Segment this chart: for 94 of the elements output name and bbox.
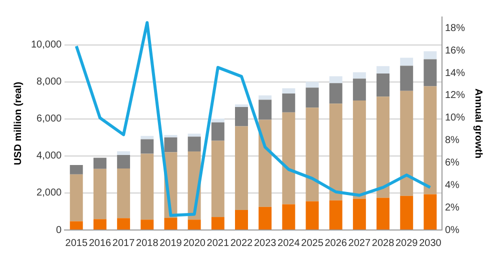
bar: [282, 112, 296, 204]
y2-tick-label: 12%: [444, 90, 466, 102]
bar: [282, 88, 296, 94]
bar: [93, 168, 106, 220]
bar: [188, 136, 201, 152]
bar: [376, 96, 390, 198]
x-tick-label: 2017: [112, 238, 136, 249]
bar: [352, 100, 366, 199]
bar: [164, 137, 178, 152]
bar: [258, 120, 272, 207]
y-axis-title: USD million (real): [12, 82, 24, 166]
x-tick-label: 2029: [395, 238, 418, 249]
bar: [329, 76, 342, 84]
x-tick-label: 2020: [183, 238, 206, 249]
bar: [235, 210, 248, 230]
bar: [188, 134, 201, 137]
bar: [235, 104, 248, 108]
bar: [117, 154, 130, 169]
y-tick-label: 0: [56, 224, 62, 236]
x-tick-label: 2018: [136, 238, 159, 249]
y2-tick-label: 10%: [444, 112, 466, 124]
y2-tick-label: 14%: [444, 68, 466, 79]
bar: [306, 82, 319, 88]
bar: [117, 151, 130, 155]
bar: [258, 206, 272, 230]
x-tick-label: 2015: [65, 238, 88, 249]
bar: [70, 221, 83, 230]
x-tick-label: 2023: [254, 238, 277, 249]
x-tick-label: 2027: [348, 238, 371, 249]
y-tick-label: 6,000: [36, 114, 62, 125]
y2-tick-label: 2%: [444, 202, 460, 214]
bar: [306, 108, 319, 202]
bar: [140, 139, 154, 154]
x-tick-label: 2022: [230, 238, 254, 249]
bar: [400, 58, 414, 66]
x-tick-label: 2028: [372, 238, 395, 249]
bar: [400, 66, 414, 91]
x-tick-label: 2021: [206, 238, 230, 249]
bar: [140, 220, 154, 230]
bar: [117, 218, 130, 230]
bar: [211, 118, 224, 122]
bar: [211, 122, 224, 141]
bar: [188, 220, 201, 230]
bar: [211, 217, 224, 230]
x-tick-label: 2025: [301, 238, 324, 249]
bar: [235, 107, 248, 126]
bar: [140, 136, 154, 140]
bar: [211, 140, 224, 218]
bar: [352, 72, 366, 79]
bar: [352, 198, 366, 230]
bar: [376, 73, 390, 97]
bar: [306, 201, 319, 230]
y2-tick-label: 6%: [444, 157, 460, 168]
bar: [400, 196, 414, 230]
bar: [376, 198, 390, 230]
x-tick-label: 2016: [88, 238, 112, 249]
y-tick-label: 4,000: [36, 150, 62, 162]
x-tick-label: 2019: [160, 238, 182, 249]
bar: [352, 78, 366, 101]
x-tick-label: 2024: [278, 238, 300, 249]
y2-tick-label: 4%: [444, 180, 460, 191]
y2-tick-label: 0%: [444, 224, 460, 236]
y-tick-label: 2,000: [36, 188, 62, 199]
y2-tick-label: 16%: [444, 45, 466, 56]
bar: [93, 158, 106, 169]
bar: [376, 66, 390, 74]
bar: [329, 200, 342, 230]
bar: [70, 174, 83, 222]
bar: [164, 218, 178, 230]
bar: [258, 100, 272, 120]
bar: [164, 134, 178, 138]
bar: [117, 168, 130, 218]
y2-tick-label: 18%: [444, 22, 466, 34]
bar: [424, 59, 437, 86]
bar: [235, 126, 248, 210]
bar: [140, 154, 154, 220]
x-tick-label: 2026: [324, 238, 348, 249]
bar: [93, 219, 106, 230]
bar: [424, 86, 437, 194]
bar: [424, 194, 437, 230]
bar: [400, 90, 414, 196]
bar: [258, 95, 272, 100]
bar: [282, 204, 296, 230]
y-tick-label: 10,000: [30, 40, 62, 51]
bar: [282, 93, 296, 112]
y2-tick-label: 8%: [444, 135, 460, 146]
x-tick-label: 2030: [419, 238, 442, 249]
bar: [70, 164, 83, 174]
y-tick-label: 8,000: [36, 76, 62, 88]
bar: [329, 104, 342, 200]
bar: [329, 83, 342, 104]
bar: [306, 88, 319, 108]
y2-axis-title: Annual growth: [472, 88, 484, 158]
bar: [424, 51, 437, 60]
